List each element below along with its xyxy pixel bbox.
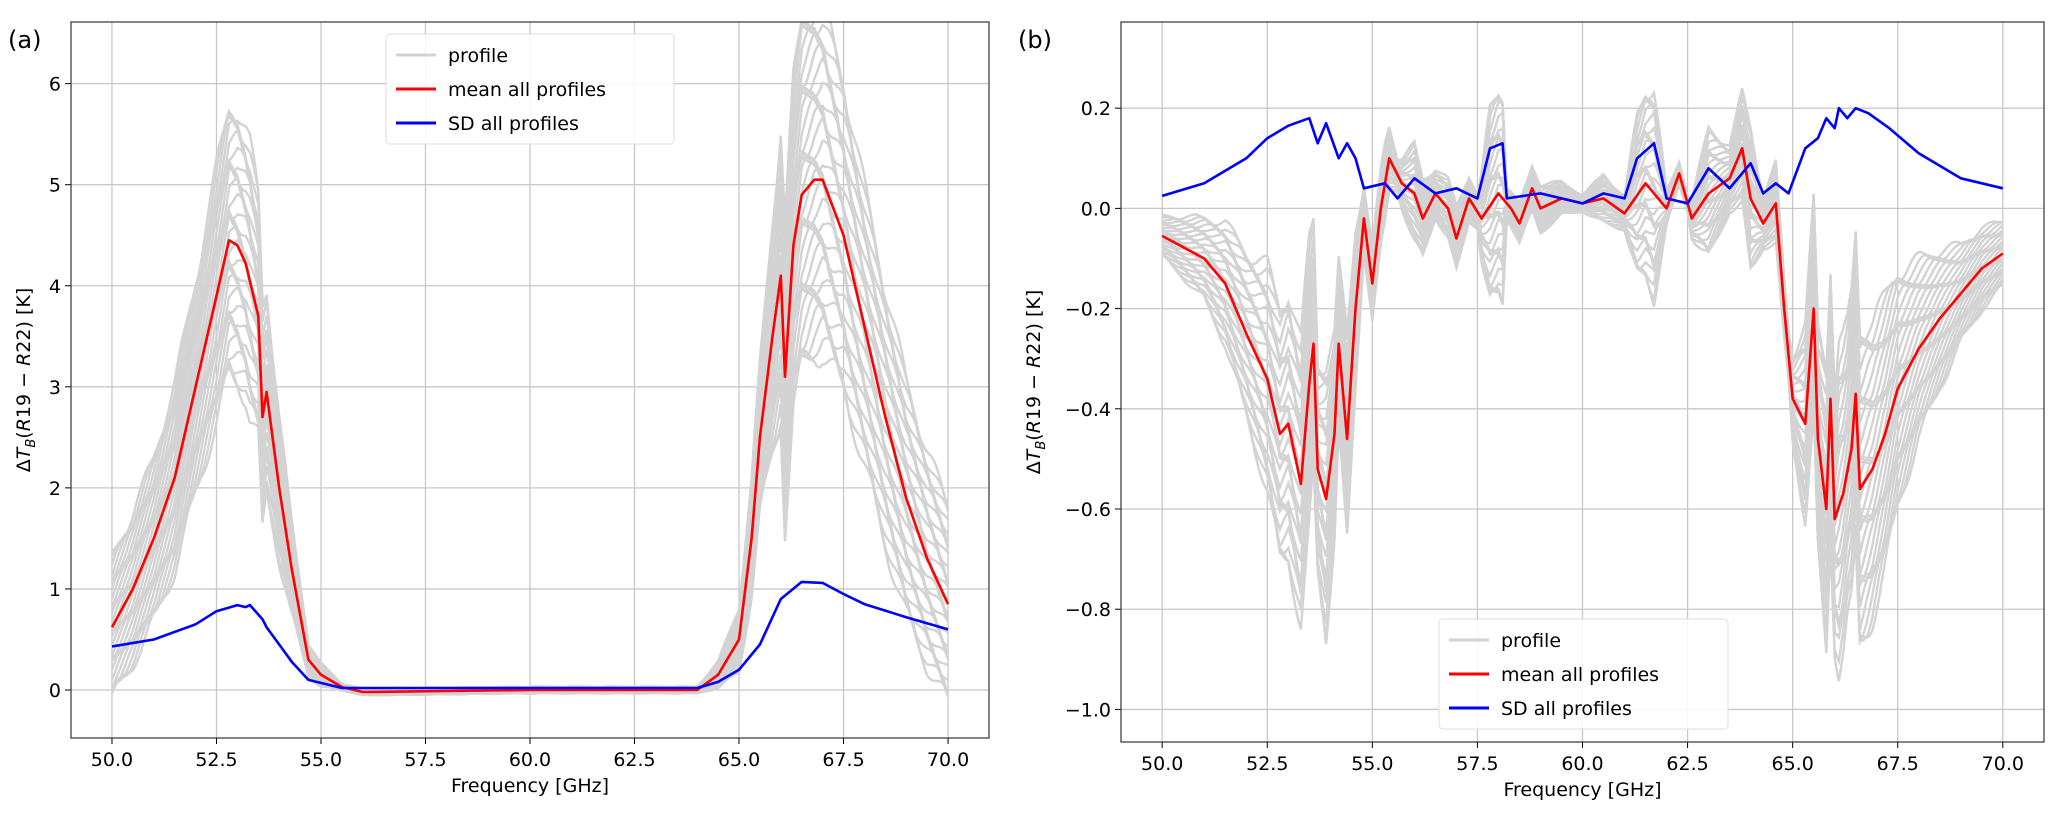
y-tick-label: 0.0 [1081, 198, 1111, 220]
y-tick-label: −1.0 [1065, 699, 1111, 721]
y-tick-label: 0.2 [1081, 98, 1111, 120]
r22: R [13, 353, 35, 366]
t: T [1023, 448, 1045, 461]
legend-label: SD all profiles [448, 113, 579, 135]
axes-frame [70, 21, 990, 739]
subscript-b: B [1034, 441, 1049, 450]
r22: R [1023, 355, 1045, 368]
legend-label: mean all profiles [448, 79, 606, 101]
y-tick-label: −0.2 [1065, 299, 1111, 321]
mean-line [110, 178, 950, 694]
n22: 22) [K] [13, 288, 35, 353]
y-tick-label: 0 [49, 680, 61, 702]
paren-open: ( [1023, 433, 1045, 440]
x-tick-label: 50.0 [91, 749, 133, 771]
x-tick-label: 62.5 [1666, 753, 1708, 775]
y-tick-label: 5 [49, 175, 61, 197]
y-tick-label: 6 [49, 74, 61, 96]
x-tick-label: 55.0 [1351, 753, 1393, 775]
x-tick-label: 57.5 [1456, 753, 1498, 775]
legend-label: profile [448, 45, 508, 67]
y-tick-label: 3 [49, 377, 61, 399]
y-tick-label: 2 [49, 478, 61, 500]
x-axis-label: Frequency [GHz] [451, 775, 609, 797]
x-tick-label: 67.5 [822, 749, 864, 771]
legend: profile mean all profiles SD all profiles [385, 33, 675, 145]
y-tick-label: −0.4 [1065, 399, 1111, 421]
panel-label: (b) [1018, 26, 1052, 54]
y-tick-label: −0.6 [1065, 499, 1111, 521]
x-tick-label: 50.0 [1141, 753, 1183, 775]
legend-label: SD all profiles [1501, 698, 1632, 720]
r19: R [1023, 420, 1045, 433]
delta: Δ [1023, 461, 1045, 474]
legend-label: profile [1501, 630, 1561, 652]
x-tick-label: 52.5 [195, 749, 237, 771]
panel-a: 50.0 52.5 55.0 57.5 60.0 62.5 65.0 67.5 70.0 0 1 2 3… [8, 21, 990, 797]
n19: 19 − [1023, 368, 1045, 420]
x-tick-label: 70.0 [1982, 753, 2024, 775]
profile-line [1161, 88, 2004, 396]
axes-frame [1120, 21, 2045, 743]
y-axis-label: ΔTB(R19 − R22) [K] [13, 288, 39, 472]
y-tick-label: 4 [49, 276, 61, 298]
legend-box [1438, 618, 1729, 730]
legend-label: mean all profiles [1501, 664, 1659, 686]
r19: R [13, 418, 35, 431]
x-tick-label: 67.5 [1877, 753, 1919, 775]
panel-label: (a) [8, 26, 41, 54]
t: T [13, 446, 35, 459]
panel-b: 50.0 52.5 55.0 57.5 60.0 62.5 65.0 67.5 70.0 −1.0… [1018, 21, 2045, 801]
y-tick-label: 1 [49, 579, 61, 601]
delta: Δ [13, 459, 35, 472]
x-tick-label: 60.0 [509, 749, 551, 771]
legend-box [385, 33, 675, 145]
x-tick-label: 55.0 [300, 749, 342, 771]
x-tick-label: 60.0 [1561, 753, 1603, 775]
x-tick-label: 65.0 [1771, 753, 1813, 775]
x-tick-label: 52.5 [1246, 753, 1288, 775]
y-axis-label: ΔTB(R19 − R22) [K] [1023, 290, 1049, 474]
sd-line [111, 580, 949, 690]
n19: 19 − [13, 366, 35, 418]
x-tick-label: 70.0 [927, 749, 969, 771]
paren-open: ( [13, 431, 35, 438]
plot-area [1161, 88, 2004, 682]
x-tick-label: 65.0 [718, 749, 760, 771]
x-tick-label: 57.5 [404, 749, 446, 771]
plot-area [110, 22, 950, 697]
sd-line [1161, 106, 2004, 205]
x-axis-label: Frequency [GHz] [1503, 779, 1661, 801]
legend: profile mean all profiles SD all profiles [1438, 618, 1729, 730]
n22: 22) [K] [1023, 290, 1045, 355]
subscript-b: B [24, 439, 39, 448]
x-tick-label: 62.5 [613, 749, 655, 771]
y-tick-label: −0.8 [1065, 599, 1111, 621]
